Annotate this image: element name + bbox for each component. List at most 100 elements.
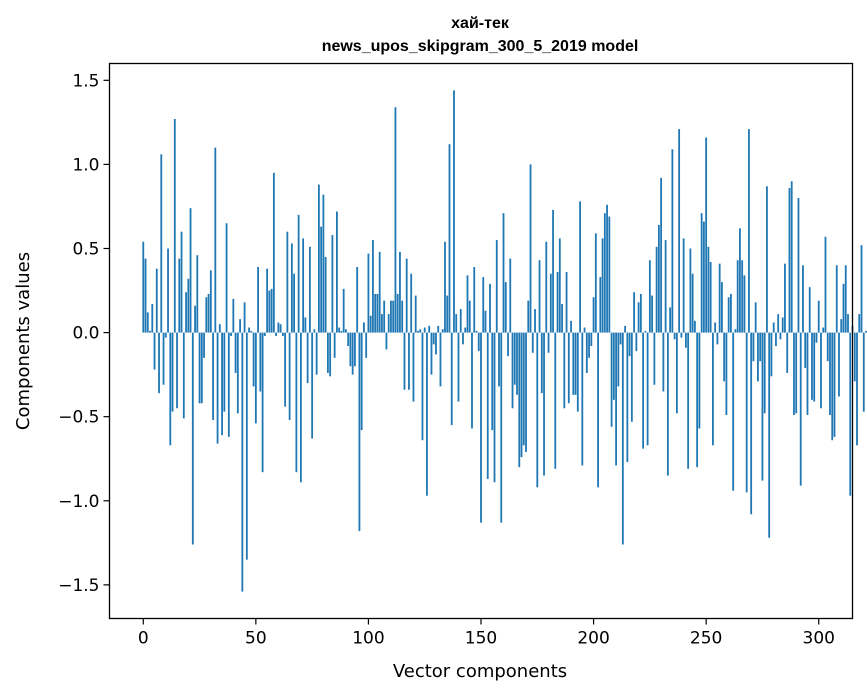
bar-59: [275, 332, 278, 336]
bar-72: [304, 317, 307, 333]
bar-297: [811, 332, 813, 400]
bar-69: [297, 214, 300, 333]
bar-99: [365, 332, 368, 358]
bar-287: [788, 187, 791, 333]
bar-258: [723, 332, 726, 382]
bar-139: [455, 314, 458, 333]
bar-82: [327, 332, 329, 373]
bar-31: [212, 332, 214, 421]
bar-121: [414, 295, 417, 333]
bar-148: [475, 330, 478, 333]
bar-212: [619, 332, 622, 345]
bar-266: [741, 260, 744, 333]
bar-320: [862, 332, 865, 412]
bar-6: [155, 268, 158, 333]
bar-14: [173, 119, 176, 333]
bar-140: [457, 332, 460, 402]
bar-55: [266, 268, 269, 333]
bar-26: [200, 332, 203, 404]
bar-112: [394, 107, 397, 333]
bar-96: [358, 332, 361, 532]
bar-180: [547, 332, 550, 353]
bar-235: [671, 149, 674, 333]
bar-124: [421, 332, 424, 441]
bar-137: [450, 332, 453, 426]
bar-197: [585, 332, 588, 373]
bar-267: [743, 275, 746, 333]
bar-92: [349, 332, 352, 367]
bar-133: [441, 329, 444, 333]
bar-158: [498, 332, 500, 387]
bar-141: [459, 309, 462, 333]
bar-22: [191, 332, 194, 545]
bar-171: [527, 300, 530, 333]
bar-51: [257, 267, 259, 333]
y-tick-label: 1.0: [72, 155, 99, 175]
bar-163: [509, 258, 512, 333]
bar-38: [227, 332, 230, 437]
bar-47: [248, 327, 250, 333]
bar-128: [430, 332, 433, 375]
bar-30: [209, 270, 212, 333]
bar-115: [401, 300, 404, 333]
bar-167: [518, 332, 521, 468]
bar-45: [243, 302, 246, 333]
bar-159: [500, 332, 503, 523]
bar-304: [826, 332, 829, 362]
bar-43: [239, 319, 241, 333]
bar-146: [471, 332, 473, 429]
bar-34: [218, 324, 221, 333]
y-tick-label: 0.0: [72, 324, 99, 344]
bar-68: [295, 332, 298, 473]
bar-291: [797, 198, 800, 333]
bar-13: [171, 332, 174, 412]
bar-214: [624, 325, 626, 333]
bar-3: [149, 330, 151, 333]
x-tick-label: 300: [803, 629, 835, 649]
bar-153: [486, 332, 489, 479]
bar-279: [770, 332, 773, 377]
bar-131: [437, 325, 440, 333]
bar-292: [799, 332, 802, 486]
bar-94: [354, 332, 356, 367]
bar-286: [786, 332, 789, 373]
bar-63: [284, 332, 287, 407]
bar-224: [646, 332, 649, 446]
bar-84: [331, 235, 334, 333]
bar-185: [558, 238, 561, 333]
bar-218: [633, 292, 635, 333]
bar-122: [417, 330, 419, 333]
y-tick-label: 0.5: [72, 240, 99, 260]
bar-33: [216, 332, 219, 444]
bar-271: [752, 332, 755, 362]
bar-284: [781, 317, 784, 333]
bar-36: [223, 332, 226, 412]
bar-319: [860, 245, 863, 333]
bar-177: [540, 332, 543, 394]
bar-201: [594, 233, 597, 333]
bar-229: [657, 224, 660, 333]
bar-12: [169, 332, 172, 446]
bar-196: [583, 327, 586, 333]
x-tick-label: 150: [465, 629, 497, 649]
bar-261: [730, 293, 732, 333]
bar-289: [793, 332, 795, 415]
bar-231: [662, 332, 665, 392]
bar-216: [628, 332, 631, 357]
bar-230: [660, 177, 663, 333]
bar-211: [617, 332, 620, 387]
bar-314: [849, 332, 852, 496]
bar-273: [757, 332, 759, 382]
bar-169: [522, 332, 525, 446]
chart-title: хай-тек: [451, 15, 510, 32]
bar-54: [263, 332, 266, 336]
bar-57: [270, 288, 273, 333]
bar-288: [790, 181, 793, 333]
bar-313: [847, 314, 849, 333]
bar-71: [302, 238, 305, 333]
bar-101: [369, 315, 372, 333]
bar-123: [419, 329, 422, 333]
bar-187: [563, 332, 566, 409]
bar-111: [392, 300, 395, 333]
